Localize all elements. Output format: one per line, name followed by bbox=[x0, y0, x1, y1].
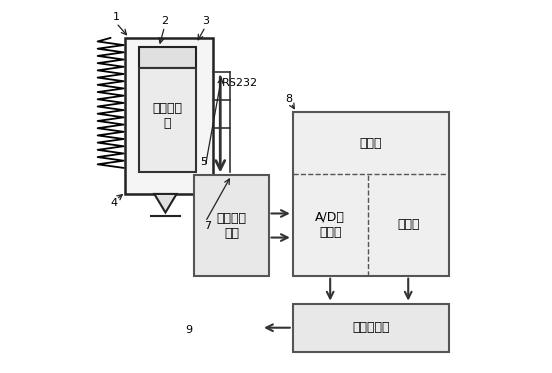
Text: 5: 5 bbox=[200, 157, 207, 167]
Text: RS232: RS232 bbox=[222, 78, 258, 88]
Text: 7: 7 bbox=[204, 220, 211, 231]
Text: 采集放大
电路: 采集放大 电路 bbox=[216, 211, 246, 239]
Text: 单片机: 单片机 bbox=[359, 137, 382, 150]
Bar bbox=[139, 47, 196, 68]
Bar bbox=[194, 175, 269, 276]
Bar bbox=[293, 112, 449, 276]
Text: 9: 9 bbox=[185, 325, 192, 335]
Bar bbox=[139, 68, 196, 172]
Text: 压力传感
器: 压力传感 器 bbox=[152, 102, 182, 130]
Polygon shape bbox=[155, 194, 177, 213]
Text: 3: 3 bbox=[202, 16, 209, 26]
Text: 8: 8 bbox=[285, 94, 293, 104]
Text: 2: 2 bbox=[161, 16, 168, 26]
Bar bbox=[293, 304, 449, 352]
Text: 处理器: 处理器 bbox=[397, 219, 420, 232]
Bar bbox=[125, 38, 213, 194]
Text: A/D转
换电路: A/D转 换电路 bbox=[315, 211, 345, 239]
Text: 液晶显示器: 液晶显示器 bbox=[352, 321, 390, 334]
Text: 4: 4 bbox=[111, 198, 118, 208]
Text: 1: 1 bbox=[113, 12, 120, 22]
